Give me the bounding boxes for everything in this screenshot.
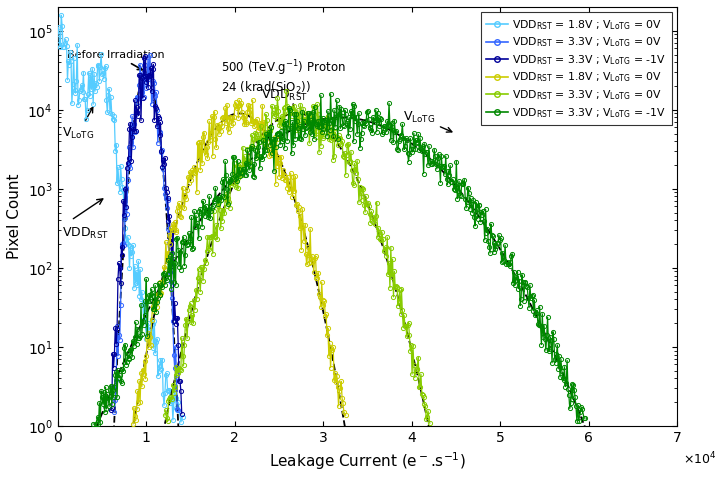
Text: V$_{\mathrm{LoTG}}$: V$_{\mathrm{LoTG}}$: [403, 110, 452, 132]
X-axis label: Leakage Current (e$^-$.s$^{-1}$): Leakage Current (e$^-$.s$^{-1}$): [269, 450, 466, 472]
Text: $\times 10^4$: $\times 10^4$: [683, 451, 716, 468]
Y-axis label: Pixel Count: Pixel Count: [7, 174, 22, 259]
Legend: VDD$_{\mathrm{RST}}$ = 1.8V ; V$_{\mathrm{LoTG}}$ = 0V, VDD$_{\mathrm{RST}}$ = 3: VDD$_{\mathrm{RST}}$ = 1.8V ; V$_{\mathr…: [481, 12, 672, 125]
Text: VDD$_{\mathrm{RST}}$: VDD$_{\mathrm{RST}}$: [62, 226, 109, 240]
Text: V$_{\mathrm{LoTG}}$: V$_{\mathrm{LoTG}}$: [62, 107, 95, 141]
Text: Before Irradiation: Before Irradiation: [67, 49, 164, 70]
Text: 500 (TeV.g$^{-1}$) Proton
24 (krad(SiO$_2$)): 500 (TeV.g$^{-1}$) Proton 24 (krad(SiO$_…: [221, 58, 346, 96]
Text: VDD$_{\mathrm{RST}}$: VDD$_{\mathrm{RST}}$: [261, 88, 308, 110]
